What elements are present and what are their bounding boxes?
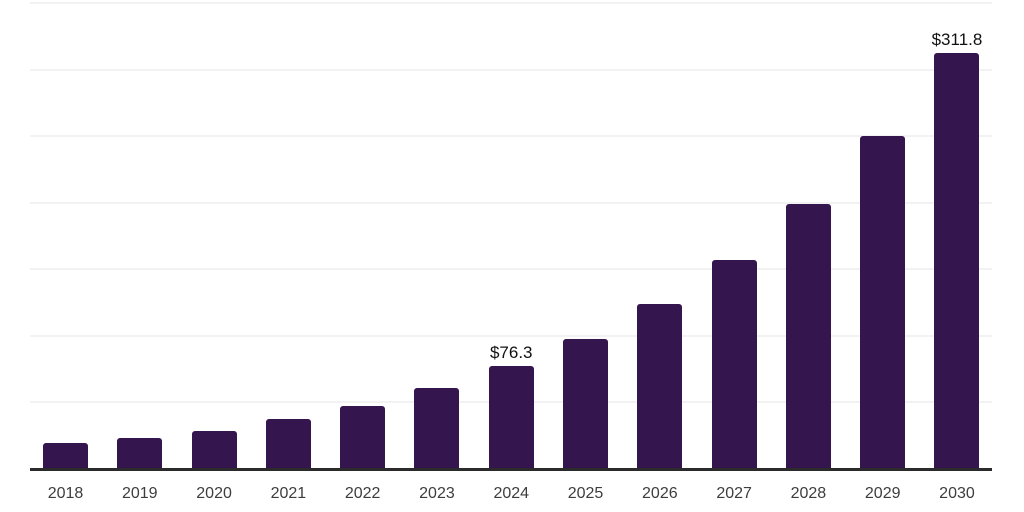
gridline <box>30 68 992 71</box>
x-tick-label-2018: 2018 <box>47 485 84 502</box>
plot-area: $76.3 $311.8 <box>30 2 992 471</box>
gridline <box>30 268 992 271</box>
bar-2020 <box>191 430 237 468</box>
x-axis-line <box>30 468 992 471</box>
x-tick-label-2027: 2027 <box>716 485 752 502</box>
x-tick-label-2026: 2026 <box>642 485 678 502</box>
bar-2023 <box>414 388 460 468</box>
bar-value-label-2030: $311.8 <box>931 29 983 49</box>
bar-2029 <box>860 135 906 468</box>
x-tick-label-2030: 2030 <box>939 485 975 502</box>
x-tick-label-2025: 2025 <box>567 485 604 502</box>
x-tick-label-2023: 2023 <box>419 485 455 502</box>
gridline <box>30 334 992 337</box>
x-tick-label-2020: 2020 <box>196 485 232 502</box>
gridline <box>30 2 992 4</box>
bar-2022 <box>340 406 386 468</box>
gridline <box>30 135 992 138</box>
bar-2026 <box>637 303 683 468</box>
bar-2030 <box>934 52 980 468</box>
gridline <box>30 201 992 204</box>
bar-2024 <box>488 366 534 468</box>
bar-2021 <box>265 419 311 468</box>
x-tick-label-2029: 2029 <box>864 485 901 502</box>
x-tick-label-2022: 2022 <box>344 485 381 502</box>
x-tick-label-2019: 2019 <box>121 485 158 502</box>
x-tick-label-2021: 2021 <box>270 485 307 502</box>
bar-2025 <box>563 338 609 468</box>
bar-2028 <box>785 203 831 468</box>
bar-2019 <box>117 438 163 468</box>
bar-value-label-2024: $76.3 <box>489 343 533 363</box>
bar-2027 <box>711 259 757 468</box>
bar-2018 <box>43 442 88 468</box>
x-tick-label-2024: 2024 <box>493 485 530 502</box>
x-tick-label-2028: 2028 <box>790 485 827 502</box>
